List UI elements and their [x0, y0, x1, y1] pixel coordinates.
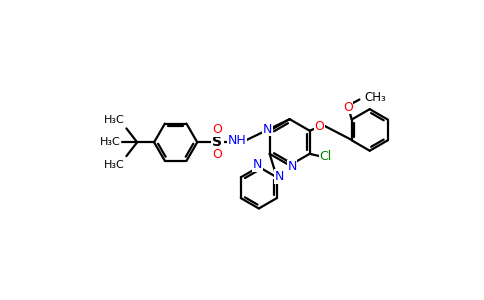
Text: O: O: [343, 101, 353, 114]
Text: O: O: [212, 123, 222, 136]
Text: N: N: [287, 160, 297, 173]
Text: N: N: [263, 123, 272, 136]
Text: S: S: [212, 135, 222, 149]
Text: H₃C: H₃C: [104, 160, 125, 170]
Text: N: N: [253, 158, 262, 171]
Text: NH: NH: [228, 134, 247, 147]
Text: O: O: [315, 120, 325, 133]
Text: H₃C: H₃C: [100, 137, 120, 147]
Text: N: N: [274, 170, 284, 183]
Text: H₃C: H₃C: [104, 115, 125, 124]
Text: O: O: [212, 148, 222, 161]
Text: Cl: Cl: [319, 150, 332, 164]
Text: CH₃: CH₃: [365, 91, 387, 104]
